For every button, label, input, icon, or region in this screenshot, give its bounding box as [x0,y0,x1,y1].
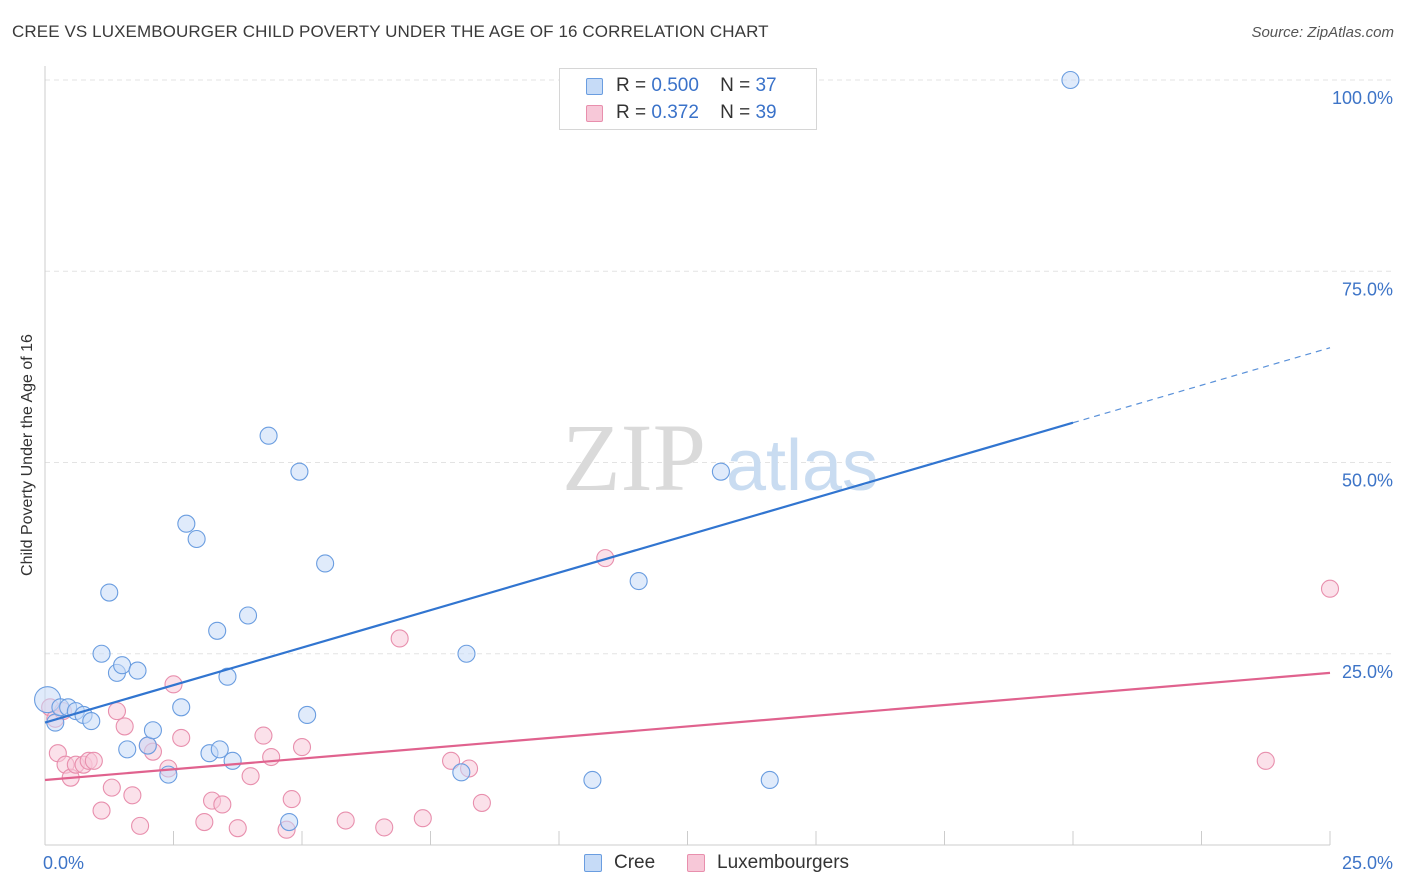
legend-n-value: 37 [755,75,777,96]
data-point-cree [218,667,237,686]
data-point-cree [223,751,242,770]
tick-labels: 25.0% 50.0% 75.0% 100.0% 0.0% 25.0% [43,88,1393,873]
legend-r-value: 0.500 [651,75,699,96]
watermark-atlas: atlas [726,426,878,506]
data-point-cree [82,712,101,731]
data-point-luxembourgers [84,751,103,770]
data-point-luxembourgers [375,818,394,837]
data-point-cree [210,740,229,759]
series-swatch-luxembourgers [687,854,705,872]
series-legend: Cree Luxembourgers [0,852,1406,878]
legend-swatch-luxembourgers [586,105,603,122]
data-point-cree [118,740,137,759]
data-point-luxembourgers [1320,579,1340,598]
data-point-cree [113,656,132,675]
chart-title: CREE VS LUXEMBOURGER CHILD POVERTY UNDER… [12,22,769,41]
trend-line-cree-extension [1072,347,1331,424]
legend-r-value: 0.372 [651,102,699,123]
data-point-luxembourgers [131,816,150,835]
data-point-cree [290,462,309,481]
series-swatch-cree [584,854,602,872]
watermark: ZIP atlas [562,404,878,511]
data-point-cree [208,621,227,640]
legend-n-label: N = [720,75,751,96]
chart-source: Source: ZipAtlas.com [1251,24,1394,41]
trend-line-cree [44,421,1074,724]
legend-text-luxembourgers: R = 0.372 N = 39 [616,102,777,124]
data-point-cree [128,661,147,680]
data-point-cree [760,770,779,790]
grid-lines [45,79,1395,655]
data-point-luxembourgers [262,747,281,767]
data-point-cree [298,705,317,725]
data-point-luxembourgers [413,809,432,828]
x-tick-label: 25.0% [1342,853,1393,873]
data-point-cree [46,713,65,732]
data-point-luxembourgers [442,751,461,770]
data-point-cree [143,721,162,740]
data-point-luxembourgers [213,795,232,814]
series-label-luxembourgers: Luxembourgers [717,852,850,873]
data-point-luxembourgers [195,812,214,832]
legend-swatch-cree [586,78,603,95]
watermark-zip: ZIP [562,404,706,511]
y-tick-label: 50.0% [1342,471,1393,491]
data-point-cree [1061,70,1080,90]
data-points [34,70,1340,839]
data-point-luxembourgers [390,629,409,648]
data-point-luxembourgers [336,811,355,830]
data-point-cree [238,606,258,625]
data-point-cree [92,644,111,663]
data-point-luxembourgers [472,793,491,812]
series-label-cree: Cree [614,852,656,873]
data-point-luxembourgers [1256,751,1275,770]
data-point-luxembourgers [102,778,121,797]
axes [44,66,1331,846]
data-point-luxembourgers [254,726,273,745]
data-point-luxembourgers [115,717,134,736]
legend-text-cree: R = 0.500 N = 37 [616,75,777,97]
data-point-cree [457,644,476,663]
data-point-luxembourgers [292,738,312,757]
data-point-cree [138,736,157,755]
legend-n-label: N = [720,102,751,123]
data-point-luxembourgers [282,790,301,809]
data-point-luxembourgers [107,702,127,721]
data-point-luxembourgers [92,801,111,820]
data-point-cree [100,583,119,602]
data-point-luxembourgers [172,728,191,747]
trend-lines [44,347,1331,782]
y-tick-label: 75.0% [1342,279,1393,299]
y-tick-label: 100.0% [1332,88,1393,108]
legend-n-value: 39 [755,102,777,123]
data-point-cree [259,426,278,445]
data-point-cree [316,554,335,573]
data-point-luxembourgers [241,767,260,786]
data-point-luxembourgers [228,819,247,838]
y-tick-label: 25.0% [1342,662,1393,682]
correlation-legend: R = 0.500 N = 37 R = 0.372 N = 39 [559,68,817,130]
legend-r-label: R = [616,102,647,123]
data-point-cree [280,812,299,832]
data-point-cree [172,698,191,717]
x-tick-label: 0.0% [43,853,84,873]
legend-r-label: R = [616,75,647,96]
data-point-cree [711,462,730,481]
data-point-cree [629,572,648,591]
data-point-cree [187,529,206,549]
data-point-cree [177,514,196,533]
data-point-cree [583,770,602,790]
data-point-luxembourgers [123,786,142,805]
trend-line-luxembourgers [44,671,1331,782]
data-point-cree [452,763,471,782]
